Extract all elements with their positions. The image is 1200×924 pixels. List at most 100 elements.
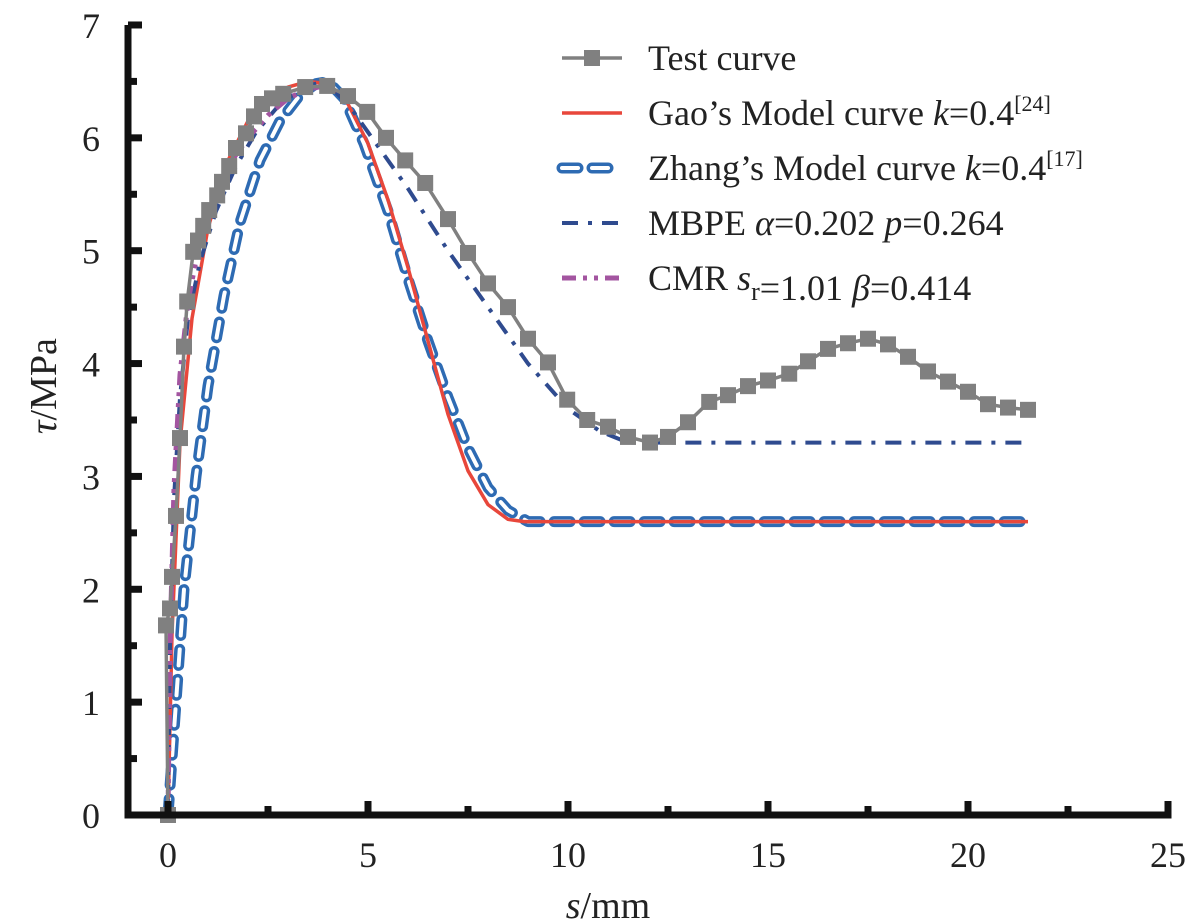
legend-item: Test curve [562,38,796,78]
legend-label-part: =0.4 [981,148,1046,188]
data-point [579,411,596,428]
data-point [397,152,414,169]
legend-label: Gao’s Model curve k=0.4[24] [648,91,1051,133]
y-tick-label: 4 [82,345,100,385]
data-point [164,568,180,585]
data-point [297,79,314,96]
legend-label: Test curve [648,38,796,78]
x-tick-label: 25 [1150,835,1186,875]
data-point [620,428,636,445]
data-point [960,383,976,400]
legend-label-part: β [851,268,870,308]
data-point [980,396,996,413]
x-tick-label: 0 [159,835,177,875]
data-point [168,507,184,524]
data-point [176,338,192,355]
legend-label-part: Zhang’s Model curve [648,148,965,188]
y-tick-label: 1 [82,683,100,723]
data-point [920,363,936,380]
x-axis-title-var: s [566,885,581,924]
x-axis-title: s/mm [566,885,650,924]
data-point [246,108,262,125]
series-line [166,79,1028,816]
legend-label-part: p [881,203,902,243]
data-point [319,77,336,94]
data-point [680,414,696,431]
data-point [880,336,896,353]
x-tick-label: 15 [750,835,786,875]
x-axis-title-unit: /mm [581,885,651,924]
legend-item: Zhang’s Model curve k=0.4[17] [556,146,1083,188]
data-point [238,125,254,142]
legend-label-part: MBPE [648,203,755,243]
data-point [600,418,616,435]
y-axis-title: τ/MPa [23,338,65,434]
y-ticks: 0 1 2 3 4 5 6 7 [82,6,142,836]
data-point [158,617,174,634]
series-2 [162,75,1034,821]
data-point [340,88,356,105]
legend-label-part: =0.264 [902,203,1003,243]
data-point [209,187,226,204]
data-point [378,129,394,146]
data-point [720,387,736,404]
legend-label-part: Test curve [648,38,796,78]
legend-label: CMR sr=1.01 β=0.414 [648,258,971,308]
data-point [1000,399,1016,416]
series-line [166,79,1028,816]
legend-label-part: =0.202 [774,203,884,243]
data-point [460,244,476,261]
legend-item: Gao’s Model curve k=0.4[24] [562,91,1051,133]
series-0 [158,77,1036,823]
data-point [860,330,876,347]
series-1 [166,79,1028,816]
y-tick-label: 6 [82,119,100,159]
data-point [642,434,658,451]
data-point [214,173,230,190]
series-line-inner [166,79,1030,817]
x-tick-label: 20 [950,835,986,875]
data-point [221,158,238,175]
legend-item: CMR sr=1.01 β=0.414 [562,258,971,308]
data-point [660,428,676,445]
legend-label-part: s [737,258,751,298]
data-point [940,373,956,390]
legend-label-part: k [933,93,950,133]
legend-label-part: =0.4 [949,93,1014,133]
y-axis-title-unit: /MPa [23,338,65,420]
data-point [190,232,206,249]
legend-label-part: CMR [648,258,737,298]
x-tick-label: 5 [359,835,377,875]
x-ticks: 0 5 10 15 20 25 [159,801,1186,875]
data-point [359,103,376,120]
data-point [760,372,776,389]
legend-label-part: Gao’s Model curve [648,93,933,133]
axes: 0 5 10 15 20 25 0 1 2 3 4 5 6 7 [82,6,1186,875]
series-line [164,84,1029,816]
y-tick-label: 7 [82,6,100,46]
data-point [172,430,188,447]
x-tick-label: 10 [550,835,586,875]
legend-label-part: =1.01 [760,268,852,308]
y-tick-label: 5 [82,232,100,272]
legend-label-part: [17] [1046,146,1083,171]
data-point [500,299,516,316]
series-3 [166,79,1028,816]
legend-marker [584,50,600,66]
data-point [179,293,196,310]
y-tick-label: 2 [82,570,100,610]
data-point [781,365,798,382]
data-point [800,353,816,370]
data-point [195,217,212,234]
data-point [417,174,434,191]
data-point [540,354,556,371]
data-point [1020,401,1036,418]
y-tick-label: 3 [82,457,100,497]
data-point [440,211,456,228]
legend-label-part: =0.414 [870,268,971,308]
legend: Test curve Gao’s Model curve k=0.4[24] Zha… [556,38,1083,308]
plot-area [158,75,1036,823]
data-point [559,391,576,408]
legend-label: MBPE α=0.202 p=0.264 [648,203,1004,243]
